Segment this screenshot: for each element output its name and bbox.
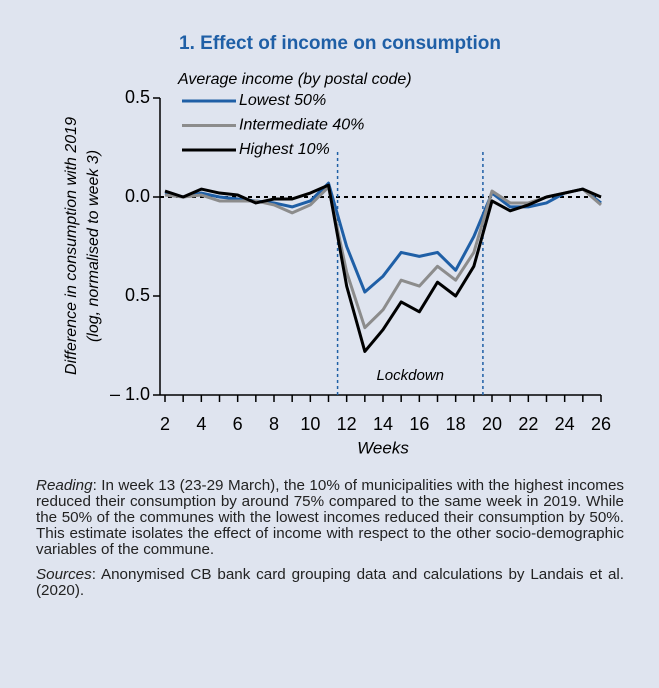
legend-title: Average income (by postal code) bbox=[177, 71, 412, 88]
y-tick-label: 0.0 bbox=[125, 186, 150, 206]
note-label: Sources bbox=[36, 566, 92, 583]
x-tick-label: 4 bbox=[196, 414, 206, 434]
sources-note: Sources: Anonymised CB bank card groupin… bbox=[36, 567, 624, 599]
legend-label: Lowest 50% bbox=[239, 92, 326, 109]
x-tick-label: 22 bbox=[518, 414, 538, 434]
x-tick-label: 8 bbox=[269, 414, 279, 434]
y-tick-label: 0.5 bbox=[125, 87, 150, 107]
y-tick-label: – 1.0 bbox=[110, 384, 150, 404]
y-axis-label: (log, normalised to week 3) bbox=[85, 150, 102, 342]
series-line bbox=[164, 185, 602, 330]
y-axis-label: Difference in consumption with 2019 bbox=[63, 117, 80, 375]
x-tick-label: 10 bbox=[300, 414, 320, 434]
x-tick-label: 24 bbox=[555, 414, 575, 434]
series-line bbox=[164, 183, 602, 353]
legend-label: Intermediate 40% bbox=[239, 117, 364, 134]
note-label: Reading bbox=[36, 477, 93, 494]
legend-label: Highest 10% bbox=[239, 141, 330, 158]
series-line bbox=[164, 181, 602, 294]
x-tick-label: 12 bbox=[337, 414, 357, 434]
notes: Reading: In week 13 (23-29 March), the 1… bbox=[36, 478, 624, 608]
note-text: : Anonymised CB bank card grouping data … bbox=[36, 566, 624, 599]
x-tick-label: 26 bbox=[591, 414, 611, 434]
annotation: Lockdown bbox=[376, 367, 444, 384]
reading-note: Reading: In week 13 (23-29 March), the 1… bbox=[36, 478, 624, 558]
y-tick-label: 0.5 bbox=[125, 285, 150, 305]
note-text: : In week 13 (23-29 March), the 10% of m… bbox=[36, 477, 624, 558]
x-tick-label: 16 bbox=[409, 414, 429, 434]
x-tick-label: 14 bbox=[373, 414, 393, 434]
x-tick-label: 2 bbox=[160, 414, 170, 434]
x-tick-label: 18 bbox=[446, 414, 466, 434]
x-tick-label: 20 bbox=[482, 414, 502, 434]
x-tick-label: 6 bbox=[233, 414, 243, 434]
chart-title: 1. Effect of income on consumption bbox=[179, 33, 501, 54]
x-axis-label: Weeks bbox=[357, 438, 409, 457]
chart: 1. Effect of income on consumption Avera… bbox=[63, 33, 611, 457]
